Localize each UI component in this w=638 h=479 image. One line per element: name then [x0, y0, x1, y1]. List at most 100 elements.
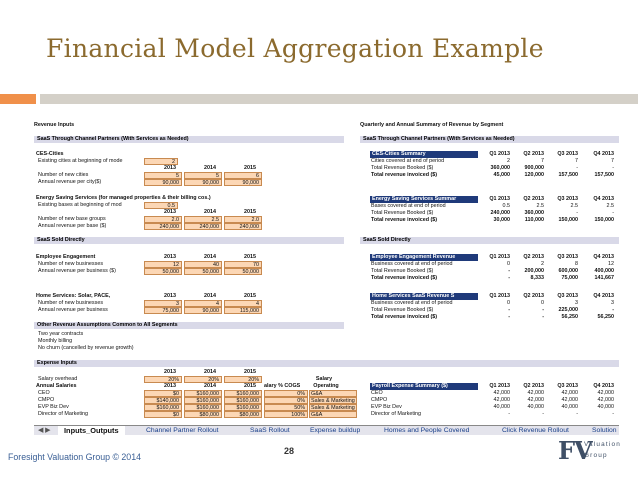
energy-rev-value[interactable]: 240,000 [144, 223, 182, 230]
ces-existing-value[interactable]: 2 [144, 158, 178, 165]
summary-row-label: Director of Marketing [371, 411, 422, 417]
summary-row-label: Total revenue invoiced ($) [371, 217, 438, 223]
emp-new-value[interactable]: 40 [184, 261, 222, 268]
tab-expense-buildup[interactable]: Expense buildup [310, 427, 361, 434]
ces-title: CES-Cities [36, 151, 64, 157]
ces-new-value[interactable]: 6 [224, 172, 262, 179]
home-summary-title: Home Services SaaS Revenue S [370, 293, 478, 300]
staff-salary[interactable]: $0 [144, 390, 182, 397]
salary-year: 2013 [164, 383, 176, 389]
summary-value: - [542, 314, 544, 320]
salary-year: 2015 [244, 383, 256, 389]
emp-new-value[interactable]: 12 [144, 261, 182, 268]
emp-rev-value[interactable]: 50,000 [144, 268, 182, 275]
emp-new-value[interactable]: 70 [224, 261, 262, 268]
staff-salary[interactable]: $140,000 [144, 397, 182, 404]
summary-value: 7 [575, 158, 578, 164]
staff-salary[interactable]: $160,000 [224, 390, 262, 397]
emp-summary-title: Employee Engagement Revenue [370, 254, 478, 261]
staff-cogs-pct[interactable]: 0% [264, 397, 308, 404]
staff-salary[interactable]: $80,000 [224, 411, 262, 418]
salary-overhead-value[interactable]: 20% [224, 376, 262, 383]
divider-bar [40, 94, 638, 104]
summary-header: Quarterly and Annual Summary of Revenue … [360, 122, 504, 128]
summary-value: 240,000 [490, 210, 511, 216]
quarter-header: Q3 2013 [557, 196, 578, 202]
staff-cogs-pct[interactable]: 0% [264, 390, 308, 397]
energy-new-value[interactable]: 2.0 [224, 216, 262, 223]
summary-value: - [612, 165, 614, 171]
staff-operating[interactable]: Sales & Marketing [309, 397, 357, 404]
energy-title: Energy Saving Services (for managed prop… [36, 195, 211, 201]
ces-new-value[interactable]: 5 [184, 172, 222, 179]
summary-value: 2 [541, 261, 544, 267]
logo-mark: FV [558, 436, 593, 465]
staff-operating[interactable]: G&A [309, 390, 357, 397]
expense-year: 2015 [244, 369, 256, 375]
salary-overhead-value[interactable]: 20% [184, 376, 222, 383]
staff-salary[interactable]: $160,000 [224, 397, 262, 404]
summary-value: 2.5 [570, 203, 579, 209]
emp-rev-value[interactable]: 50,000 [184, 268, 222, 275]
home-new-value[interactable]: 3 [144, 300, 182, 307]
energy-summary-title: Energy Saving Services Summar [370, 196, 478, 203]
summary-value: 42,000 [527, 390, 545, 396]
summary-value: - [508, 314, 510, 320]
staff-salary[interactable]: $160,000 [224, 404, 262, 411]
staff-salary[interactable]: $0 [144, 411, 182, 418]
tab-click-revenue-rollout[interactable]: Click Revenue Rollout [502, 427, 569, 434]
quarter-header: Q3 2013 [557, 383, 578, 389]
energy-rev-value[interactable]: 240,000 [184, 223, 222, 230]
company-logo: FV Valuation Group [558, 436, 638, 466]
ces-rev-value[interactable]: 90,000 [144, 179, 182, 186]
summary-value: - [542, 411, 544, 417]
tab-scroll-arrows[interactable]: ◀ ▶ [38, 427, 51, 434]
quarter-header: Q1 2013 [489, 151, 510, 157]
summary-value: - [508, 268, 510, 274]
staff-cogs-pct[interactable]: 50% [264, 404, 308, 411]
tab-channel-partner-rollout[interactable]: Channel Partner Rollout [146, 427, 219, 434]
tab-saas-rollout[interactable]: SaaS Rollout [250, 427, 290, 434]
home-new-value[interactable]: 4 [224, 300, 262, 307]
salary-overhead-value[interactable]: 20% [144, 376, 182, 383]
tab-homes-people-covered[interactable]: Homes and People Covered [384, 427, 470, 434]
ces-rev-value[interactable]: 90,000 [184, 179, 222, 186]
staff-operating[interactable]: Sales & Marketing [309, 404, 357, 411]
quarter-header: Q1 2013 [489, 383, 510, 389]
energy-rev-value[interactable]: 240,000 [224, 223, 262, 230]
energy-new-value[interactable]: 2.5 [184, 216, 222, 223]
summary-value: - [576, 210, 578, 216]
energy-existing-value[interactable]: 0.5 [144, 202, 178, 209]
emp-new-label: Number of new businesses [38, 261, 104, 267]
tab-solution[interactable]: Solution [592, 427, 617, 434]
summary-value: 360,000 [490, 165, 511, 171]
home-rev-value[interactable]: 115,000 [224, 307, 262, 314]
staff-cogs-pct[interactable]: 100% [264, 411, 308, 418]
staff-salary[interactable]: $160,000 [144, 404, 182, 411]
section-saas-partners-summary: SaaS Through Channel Partners (With Serv… [360, 136, 619, 143]
staff-name: CMPO [38, 397, 55, 403]
summary-value: 150,000 [594, 217, 615, 223]
home-new-value[interactable]: 4 [184, 300, 222, 307]
section-saas-partners: SaaS Through Channel Partners (With Serv… [34, 136, 344, 143]
energy-new-value[interactable]: 2.0 [144, 216, 182, 223]
summary-row-label: Total Revenue Booked ($) [371, 210, 434, 216]
ces-new-value[interactable]: 5 [144, 172, 182, 179]
tab-inputs-outputs[interactable]: Inputs_Outputs [58, 426, 125, 435]
staff-salary[interactable]: $160,000 [184, 390, 222, 397]
salary-cogs-header: alary % COGS [264, 383, 301, 389]
ces-rev-value[interactable]: 90,000 [224, 179, 262, 186]
section-saas-direct-summary: SaaS Sold Directly [360, 237, 619, 244]
home-rev-value[interactable]: 90,000 [184, 307, 222, 314]
staff-salary[interactable]: $160,000 [184, 397, 222, 404]
emp-rev-value[interactable]: 50,000 [224, 268, 262, 275]
accent-bar [0, 94, 36, 104]
home-year: 2013 [164, 293, 176, 299]
home-rev-value[interactable]: 75,000 [144, 307, 182, 314]
staff-salary[interactable]: $80,000 [184, 411, 222, 418]
spreadsheet[interactable]: Revenue Inputs SaaS Through Channel Part… [34, 120, 619, 428]
staff-operating[interactable]: G&A [309, 411, 357, 418]
summary-row-label: Bases covered at end of period [371, 203, 446, 209]
staff-salary[interactable]: $160,000 [184, 404, 222, 411]
